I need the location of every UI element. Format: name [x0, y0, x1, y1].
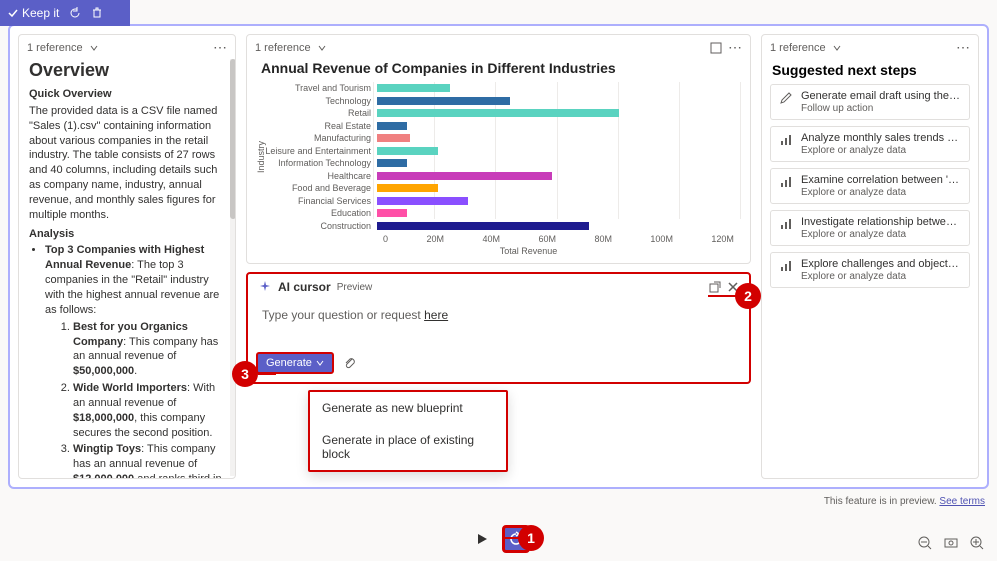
see-terms-link[interactable]: See terms — [939, 496, 985, 507]
more-icon[interactable]: ⋯ — [728, 39, 742, 56]
chart-title: Annual Revenue of Companies in Different… — [247, 60, 750, 82]
quick-overview-heading: Quick Overview — [29, 87, 225, 102]
ai-cursor-card: AI cursor Preview Type your question or … — [246, 272, 751, 384]
suggested-item[interactable]: Investigate relationship between 'Ave…Ex… — [770, 210, 970, 246]
suggested-title: Suggested next steps — [762, 60, 978, 84]
sparkle-icon — [258, 280, 272, 294]
check-icon — [8, 8, 18, 18]
refresh-icon[interactable] — [69, 7, 81, 19]
keep-it-label: Keep it — [22, 6, 59, 20]
bar-row: Retail — [257, 107, 740, 120]
bar-row: Travel and Tourism — [257, 82, 740, 95]
bar-row: Leisure and Entertainment — [257, 145, 740, 158]
scrollbar[interactable] — [230, 59, 236, 476]
trash-icon[interactable] — [91, 7, 103, 19]
overview-card: 1 reference ⋯ Overview Quick Overview Th… — [18, 34, 236, 479]
preview-badge: Preview — [337, 282, 373, 293]
generate-dropdown: Generate as new blueprint Generate in pl… — [308, 390, 508, 472]
suggested-card: 1 reference ⋯ Suggested next steps Gener… — [761, 34, 979, 479]
main-canvas: 1 reference ⋯ Overview Quick Overview Th… — [8, 24, 989, 489]
expand-icon[interactable] — [710, 42, 722, 54]
more-icon[interactable]: ⋯ — [213, 39, 227, 56]
suggested-list: Generate email draft using the conte…Fol… — [762, 84, 978, 288]
bar-row: Manufacturing — [257, 132, 740, 145]
play-button[interactable] — [468, 525, 496, 553]
bar-row: Construction — [257, 220, 740, 233]
bar-row: Education — [257, 207, 740, 220]
more-icon[interactable]: ⋯ — [956, 39, 970, 56]
suggested-item[interactable]: Analyze monthly sales trends for eac…Exp… — [770, 126, 970, 162]
chevron-down-icon[interactable] — [89, 43, 99, 53]
popout-icon[interactable] — [709, 281, 721, 293]
pen-icon — [779, 90, 793, 114]
quick-overview-text: The provided data is a CSV file named "S… — [29, 104, 225, 223]
chart-icon — [779, 174, 793, 198]
reference-count[interactable]: 1 reference — [27, 42, 83, 54]
suggested-item[interactable]: Examine correlation between 'Numb…Explor… — [770, 168, 970, 204]
top3-item: Top 3 Companies with Highest Annual Reve… — [45, 243, 225, 478]
chart-icon — [779, 258, 793, 282]
fit-icon[interactable] — [943, 535, 959, 551]
bar-chart-card: 1 reference ⋯ Annual Revenue of Companie… — [246, 34, 751, 264]
bar-row: Food and Beverage — [257, 182, 740, 195]
generate-new-blueprint[interactable]: Generate as new blueprint — [310, 392, 506, 424]
bottom-controls — [0, 525, 997, 553]
overview-title: Overview — [29, 60, 225, 81]
bar-row: Real Estate — [257, 120, 740, 133]
bar-chart: Industry Travel and TourismTechnologyRet… — [247, 82, 750, 263]
keep-it-button[interactable]: Keep it — [8, 6, 59, 20]
callout-2: 2 — [735, 283, 761, 309]
overview-body: Overview Quick Overview The provided dat… — [19, 60, 235, 478]
chevron-down-icon — [316, 359, 324, 367]
chart-icon — [779, 132, 793, 156]
bar-row: Technology — [257, 95, 740, 108]
suggested-item[interactable]: Generate email draft using the conte…Fol… — [770, 84, 970, 120]
zoom-in-icon[interactable] — [969, 535, 985, 551]
callout-1: 1 — [518, 525, 544, 551]
bar-row: Information Technology — [257, 157, 740, 170]
bar-row: Healthcare — [257, 170, 740, 183]
chevron-down-icon[interactable] — [832, 43, 842, 53]
chart-icon — [779, 216, 793, 240]
reference-count[interactable]: 1 reference — [770, 42, 826, 54]
generate-button[interactable]: Generate — [256, 352, 334, 374]
zoom-controls — [917, 535, 985, 551]
y-axis-label: Industry — [256, 141, 266, 173]
reference-count[interactable]: 1 reference — [255, 42, 311, 54]
bar-row: Financial Services — [257, 195, 740, 208]
attach-icon[interactable] — [342, 355, 356, 372]
middle-column: 1 reference ⋯ Annual Revenue of Companie… — [246, 34, 751, 479]
footer-note: This feature is in preview. See terms — [824, 496, 985, 507]
chevron-down-icon[interactable] — [317, 43, 327, 53]
generate-in-place[interactable]: Generate in place of existing block — [310, 424, 506, 470]
card-header: 1 reference ⋯ — [19, 35, 235, 60]
zoom-out-icon[interactable] — [917, 535, 933, 551]
ai-input[interactable]: Type your question or request here — [248, 300, 749, 348]
keep-toolbar: Keep it — [0, 0, 130, 26]
callout-3: 3 — [232, 361, 258, 387]
play-icon — [475, 532, 489, 546]
analysis-heading: Analysis — [29, 227, 225, 242]
ai-cursor-title: AI cursor — [278, 280, 331, 294]
suggested-item[interactable]: Explore challenges and objectives of …Ex… — [770, 252, 970, 288]
